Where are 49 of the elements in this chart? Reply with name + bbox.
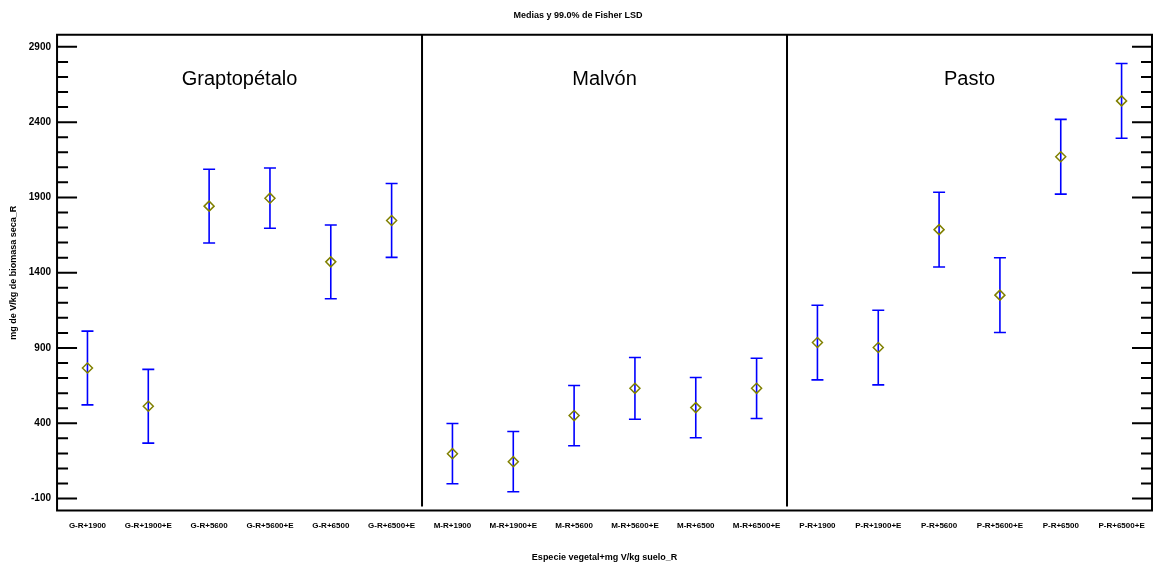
point — [325, 256, 337, 268]
y-tick-label: 2900 — [28, 40, 52, 52]
x-tick-label: P-R+5600 — [920, 520, 958, 530]
x-tick-label: M-R+6500+E — [732, 520, 782, 530]
y-axis-title: mg de V/kg de biomasa seca_R — [7, 205, 18, 340]
y-tick-label: 1400 — [28, 266, 52, 278]
x-tick-label: M-R+5600+E — [611, 520, 660, 530]
point — [994, 289, 1006, 301]
annotation: Malvón — [572, 67, 637, 90]
chart-title: Medias y 99.0% de Fisher LSD — [513, 9, 644, 20]
point — [264, 192, 276, 204]
y-tick-label: 400 — [34, 417, 52, 429]
point — [811, 336, 824, 349]
point — [1055, 151, 1067, 163]
y-tick-label: 900 — [34, 341, 52, 353]
point — [507, 455, 520, 468]
x-tick-label: P-R+6500 — [1042, 520, 1080, 530]
point — [81, 362, 94, 374]
x-tick-label: G-R+1900 — [68, 520, 107, 530]
point — [203, 200, 215, 212]
point — [629, 382, 641, 395]
point — [568, 409, 580, 422]
x-tick-label: P-R+5600+E — [976, 520, 1024, 530]
point — [446, 447, 459, 460]
point — [1115, 95, 1128, 107]
x-tick-label: M-R+6500 — [676, 520, 716, 530]
point — [142, 400, 155, 413]
x-axis-title: Especie vegetal+mg V/kg suelo_R — [531, 552, 678, 563]
x-tick-label: M-R+5600 — [555, 520, 594, 530]
x-tick-label: G-R+6500+E — [368, 520, 416, 530]
annotation: Pasto — [943, 67, 996, 90]
x-tick-label: P-R+6500+E — [1098, 520, 1146, 530]
x-tick-label: P-R+1900+E — [855, 520, 903, 530]
y-tick-label: -100 — [31, 492, 52, 504]
y-tick-label: 1900 — [28, 191, 52, 203]
x-tick-label: M-R+1900+E — [489, 520, 538, 530]
x-tick-label: G-R+6500 — [312, 520, 350, 530]
annotation: Graptopétalo — [181, 67, 298, 90]
x-tick-label: P-R+1900 — [799, 520, 837, 530]
x-tick-label: G-R+5600 — [190, 520, 229, 530]
point — [385, 214, 398, 227]
point — [690, 401, 702, 414]
y-tick-label: 2400 — [28, 115, 52, 127]
point — [872, 341, 885, 354]
x-tick-label: M-R+1900 — [433, 520, 472, 530]
point — [750, 382, 763, 395]
point — [933, 223, 945, 236]
x-tick-label: G-R+1900+E — [124, 520, 173, 530]
x-tick-label: G-R+5600+E — [246, 520, 295, 530]
